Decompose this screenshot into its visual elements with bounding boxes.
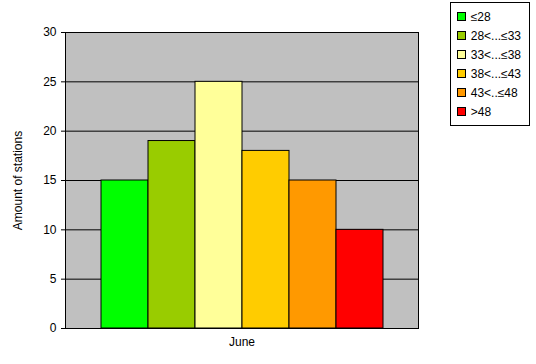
html-text:28<...≤33: 28<...≤33 bbox=[470, 28, 521, 43]
svg-text:5: 5 bbox=[50, 272, 57, 286]
html-text:>48: >48 bbox=[470, 104, 492, 119]
svg-text:25: 25 bbox=[43, 75, 57, 89]
svg-text:15: 15 bbox=[43, 173, 57, 187]
svg-text:20: 20 bbox=[43, 124, 57, 138]
html-text:38<...≤43: 38<...≤43 bbox=[470, 66, 521, 81]
html-text:33<...≤38: 33<...≤38 bbox=[470, 47, 521, 62]
svg-text:10: 10 bbox=[43, 223, 57, 237]
svg-text:June: June bbox=[229, 335, 255, 349]
svg-text:30: 30 bbox=[43, 25, 57, 39]
svg-text:0: 0 bbox=[50, 321, 57, 335]
html-text:43<..≤48: 43<..≤48 bbox=[470, 85, 518, 100]
html-text:≤28: ≤28 bbox=[470, 9, 491, 24]
svg-text:Amount of stations: Amount of stations bbox=[11, 131, 25, 230]
